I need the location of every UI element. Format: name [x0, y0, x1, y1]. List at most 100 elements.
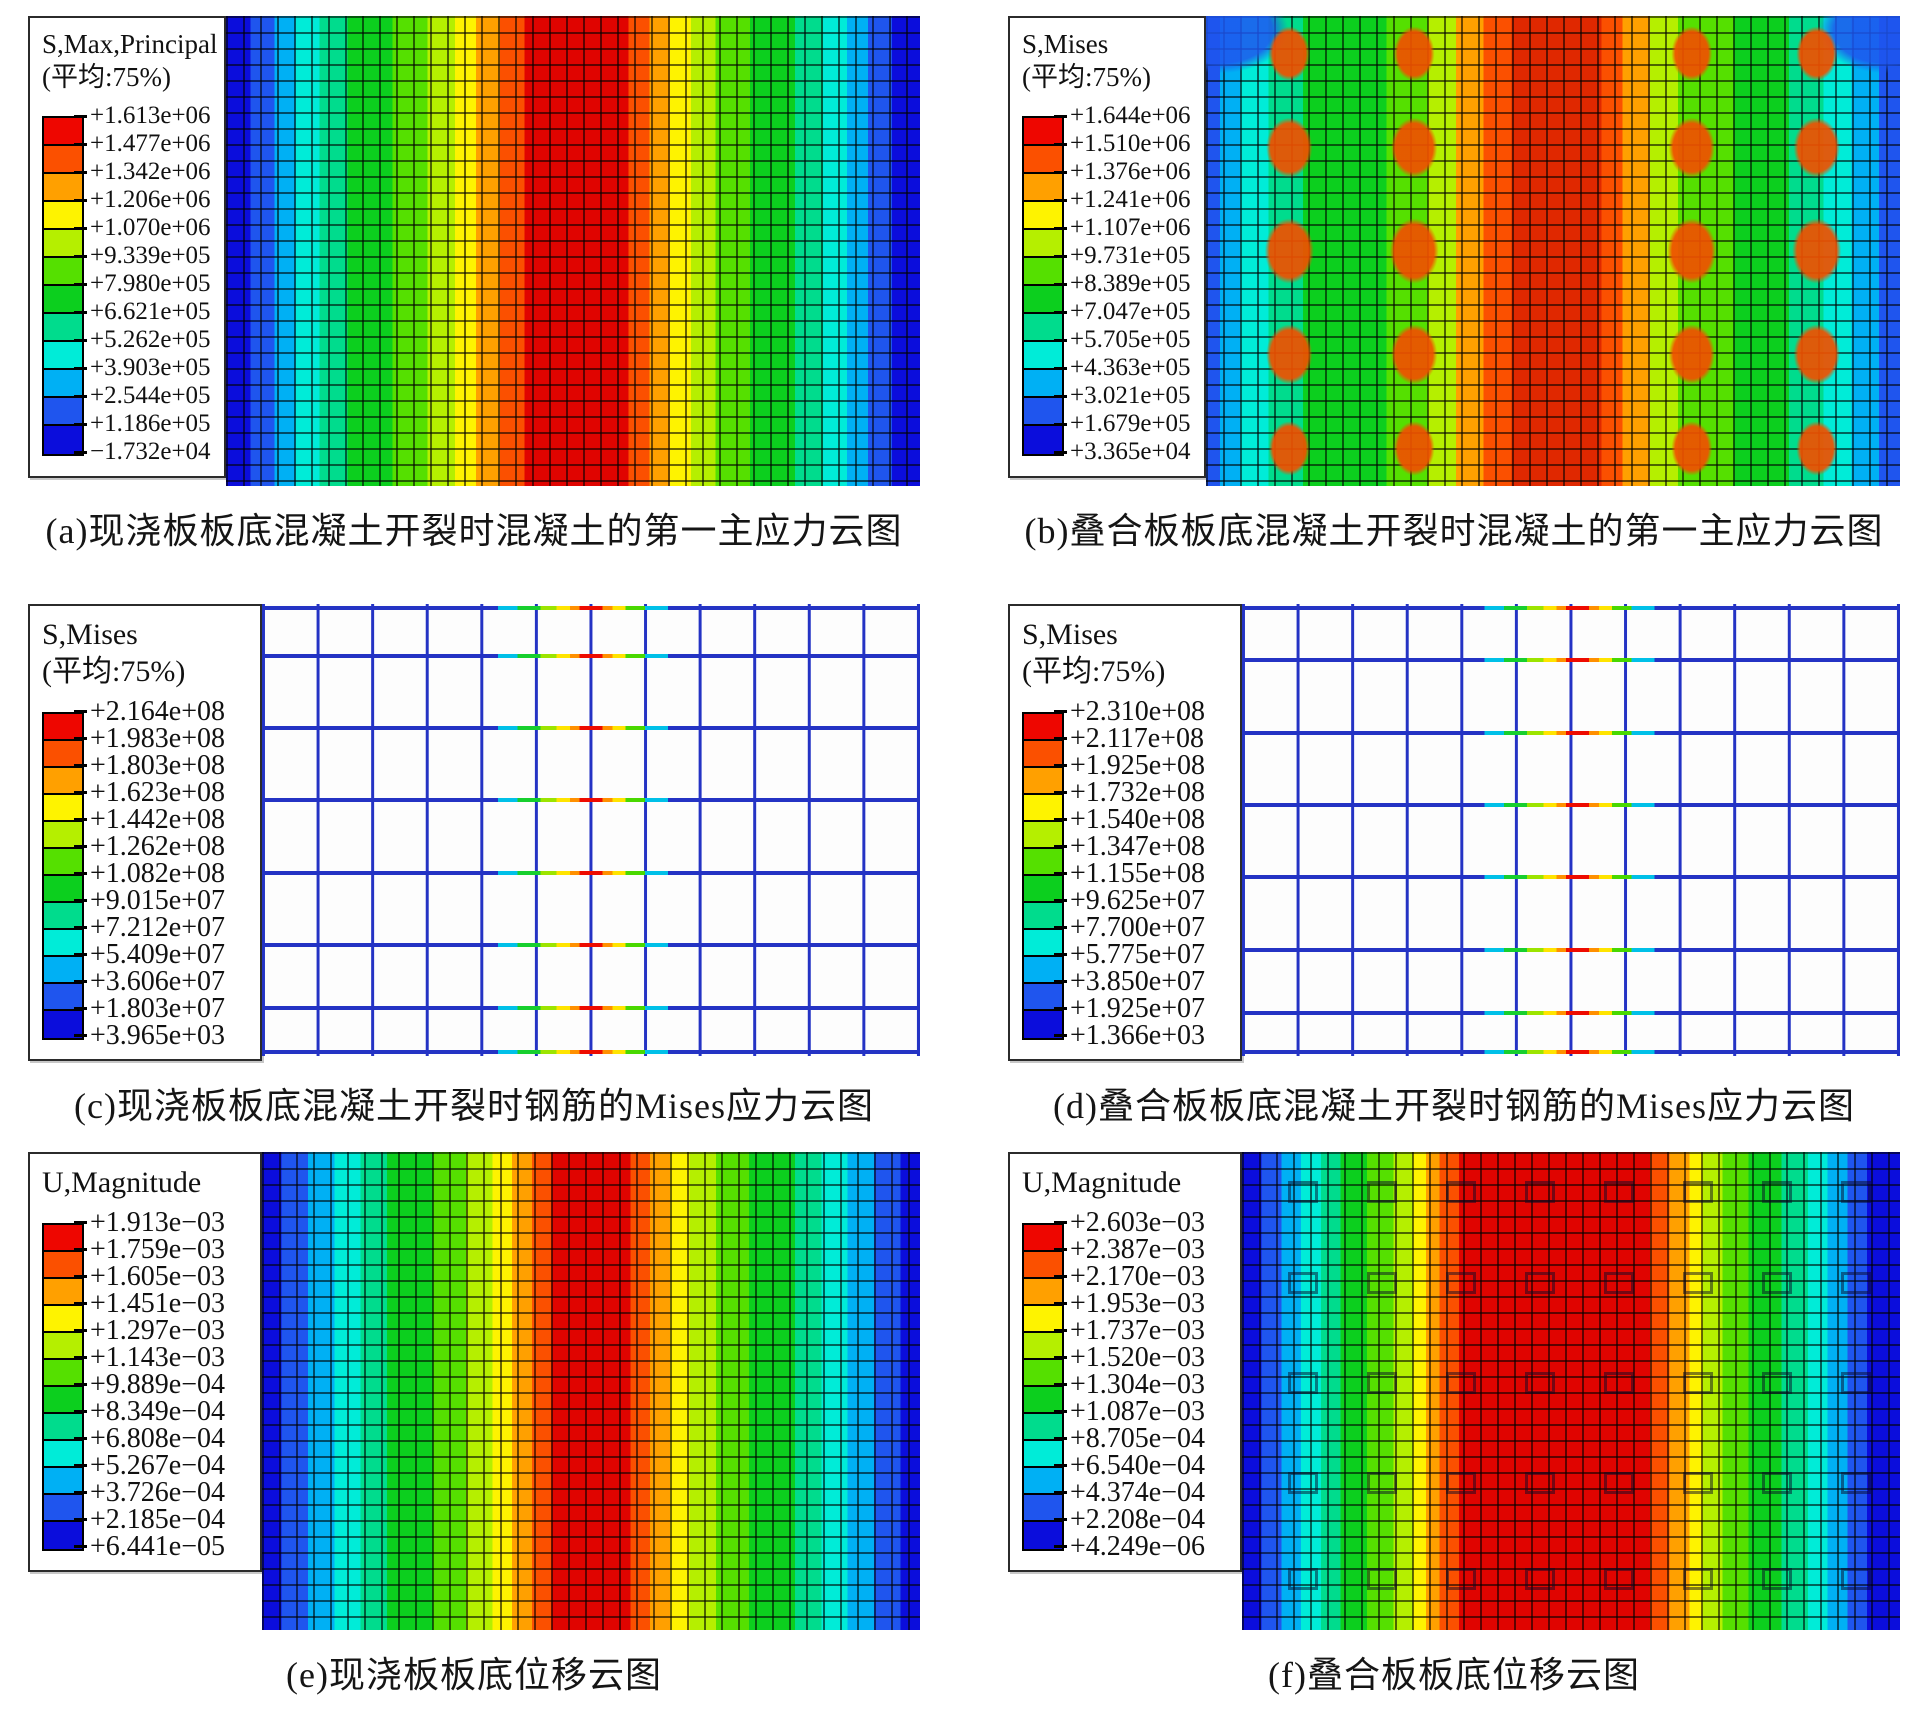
legend-tick-label: +1.143e−03 [74, 1342, 225, 1373]
legend-tick-label: +1.605e−03 [74, 1260, 226, 1292]
tick-line [1054, 1464, 1067, 1467]
tick-value: +2.185e−04 [90, 1503, 226, 1535]
panel-joint-mark [1761, 1271, 1792, 1294]
tick-line [1054, 1491, 1067, 1494]
legend-tick-label: +9.015e+07 [74, 885, 225, 916]
subfigure-e: U,Magnitude +1.913e−03 +1.759e−03 +1.605e−… [28, 1152, 920, 1698]
legend-tick-label: +1.803e+07 [74, 993, 225, 1024]
color-swatch [44, 957, 82, 984]
tick-line [74, 818, 87, 821]
caption-a: (a)现浇板板底混凝土开裂时混凝土的第一主应力云图 [45, 511, 903, 551]
colorbar-labels: +1.913e−03 +1.759e−03 +1.605e−03 +1.451e−03… [74, 1207, 226, 1562]
legend-tick-label: +2.117e+08 [1054, 723, 1205, 754]
legend-tick-label: +6.540e−04 [1054, 1450, 1205, 1481]
subfigure-a: S,Max,Principal (平均:75%) +1.613e+06 +1.47… [28, 16, 920, 604]
tick-value: +2.310e+08 [1070, 695, 1206, 727]
legend-tick-label: +9.889e−04 [74, 1369, 225, 1400]
subfigure-d: S,Mises (平均:75%) +2.310e+08 +2.117e+08 +1.… [1008, 604, 1900, 1152]
color-swatch [44, 1225, 82, 1252]
legend-tick-label: +7.212e+07 [74, 911, 226, 943]
rebar-line [262, 606, 917, 610]
colorbar: +2.164e+08 +1.983e+08 +1.803e+08 +1.623e+08… [42, 696, 256, 1051]
contour-plot-f [1242, 1152, 1900, 1630]
legend-tick-label: +3.903e+05 [74, 354, 211, 382]
colorbar-labels: +1.644e+06 +1.510e+06 +1.376e+06 +1.241e+06… [1054, 102, 1191, 466]
panel-joint-mark [1603, 1371, 1634, 1394]
rebar-line [1242, 606, 1897, 610]
color-swatch [1024, 1441, 1062, 1468]
legend-tick-label: +1.304e−03 [1054, 1369, 1205, 1400]
tick-line [1054, 1437, 1067, 1440]
panel-joint-mark [1840, 1567, 1871, 1590]
panel-joint-mark [1524, 1371, 1555, 1394]
tick-value: +2.603e−03 [1070, 1206, 1206, 1238]
rebar-line [262, 1006, 917, 1011]
color-swatch [44, 258, 82, 286]
tick-line [1054, 1034, 1067, 1037]
legend-tick-label: +1.347e+08 [1054, 830, 1206, 862]
colorbar-swatches [42, 116, 84, 456]
tick-value: +1.241e+06 [1070, 186, 1191, 213]
caption-e: (e)现浇板板底位移云图 [286, 1655, 662, 1695]
tick-value: +1.983e+08 [90, 722, 226, 754]
tick-value: +2.208e−04 [1070, 1503, 1206, 1535]
caption-d: (d)叠合板板底混凝土开裂时钢筋的Mises应力云图 [1053, 1086, 1855, 1126]
color-swatch [1024, 849, 1062, 876]
panel-joint-mark [1682, 1472, 1713, 1495]
tick-line [74, 1545, 87, 1548]
rebar-line [262, 943, 917, 947]
panel-joint-mark [1603, 1180, 1634, 1203]
tick-line [1054, 114, 1067, 118]
legend-tick-label: +3.021e+05 [1054, 382, 1191, 410]
tick-value: +7.980e+05 [90, 270, 211, 297]
tick-value: +3.365e+04 [1070, 438, 1191, 465]
color-swatch [1024, 1252, 1062, 1279]
tick-line [74, 198, 87, 202]
legend-tick-label: +3.606e+07 [74, 966, 225, 997]
color-swatch [1024, 146, 1062, 174]
panel-joint-mark [1288, 1371, 1319, 1394]
tick-value: +4.374e−04 [1070, 1476, 1206, 1508]
tick-value: +7.047e+05 [1070, 298, 1191, 325]
contour-plot-b [1206, 16, 1900, 486]
tick-value: +1.605e−03 [90, 1260, 226, 1292]
color-swatch [44, 230, 82, 258]
tick-value: +5.409e+07 [90, 938, 226, 970]
tick-line [1054, 394, 1067, 398]
rebar-line [262, 726, 917, 731]
legend-tick-label: +4.249e−06 [1054, 1531, 1205, 1562]
tick-line [74, 338, 87, 342]
tick-value: +1.206e+06 [90, 186, 211, 213]
color-swatch [1024, 174, 1062, 202]
tick-line [74, 764, 87, 767]
tick-value: +1.613e+06 [90, 102, 211, 129]
color-swatch [1024, 1333, 1062, 1360]
tick-value: +6.621e+05 [90, 298, 211, 325]
legend-box-c: S,Mises (平均:75%) +2.164e+08 +1.983e+08 +1.… [28, 604, 262, 1061]
color-swatch [1024, 903, 1062, 930]
color-swatch [44, 1252, 82, 1279]
color-swatch [1024, 876, 1062, 903]
tick-value: +1.679e+05 [1070, 410, 1191, 437]
panel-joint-mark [1288, 1472, 1319, 1495]
panel-joint-mark [1367, 1472, 1398, 1495]
legend-tick-label: +8.705e−04 [1054, 1423, 1205, 1454]
panel-joint-mark [1840, 1180, 1871, 1203]
colorbar: +1.913e−03 +1.759e−03 +1.605e−03 +1.451e−03… [42, 1207, 256, 1562]
color-swatch [1024, 426, 1062, 454]
tick-value: +1.347e+08 [1070, 830, 1206, 862]
legend-tick-label: +5.775e+07 [1054, 939, 1205, 970]
tick-value: +7.212e+07 [90, 911, 226, 943]
rebar-line [1242, 1010, 1897, 1015]
tick-value: +2.170e−03 [1070, 1260, 1206, 1292]
color-swatch [1024, 1225, 1062, 1252]
color-swatch [1024, 202, 1062, 230]
rebar-line [1242, 730, 1897, 735]
tick-line [1054, 1518, 1067, 1521]
tick-line [1054, 872, 1067, 875]
legend-tick-label: +4.363e+05 [1054, 354, 1191, 382]
legend-tick-label: +2.603e−03 [1054, 1206, 1206, 1238]
legend-tick-label: +9.339e+05 [74, 242, 211, 270]
tick-line [1054, 366, 1067, 370]
tick-value: +3.021e+05 [1070, 382, 1191, 409]
